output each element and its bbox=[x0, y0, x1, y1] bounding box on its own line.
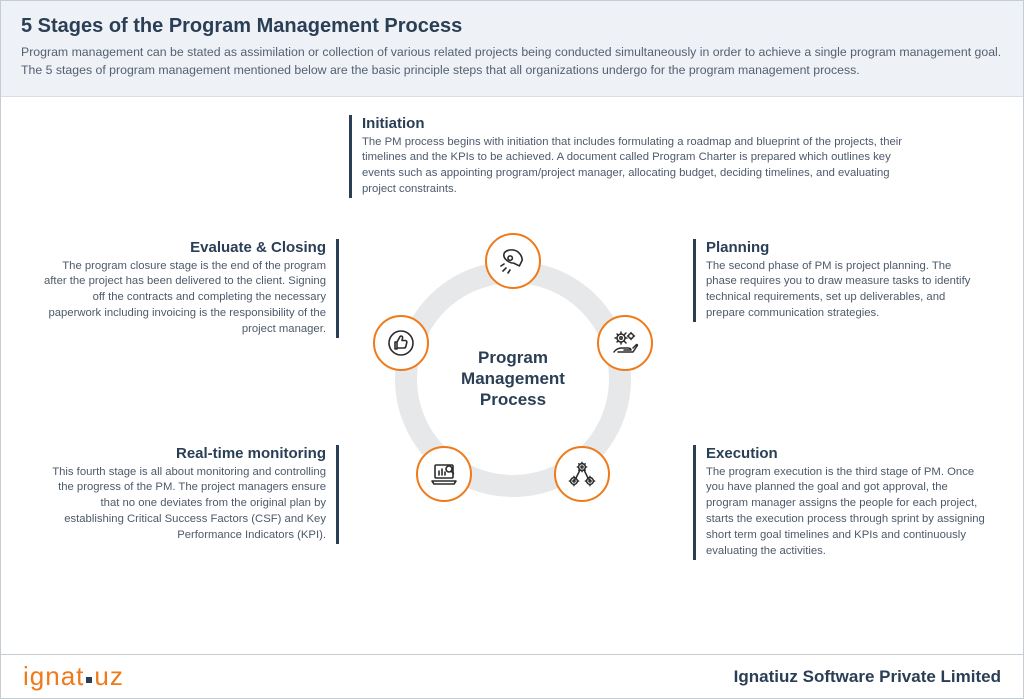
gear-flow-icon bbox=[567, 459, 597, 489]
stage-execution: Execution The program execution is the t… bbox=[693, 445, 993, 560]
logo-dot-icon bbox=[86, 677, 92, 683]
stage-body: The program closure stage is the end of … bbox=[39, 259, 326, 338]
stage-title: Evaluate & Closing bbox=[39, 239, 326, 256]
rocket-icon bbox=[498, 246, 528, 276]
logo-text-left: ignat bbox=[23, 661, 84, 692]
stage-title: Planning bbox=[706, 239, 983, 256]
stage-title: Real-time monitoring bbox=[39, 445, 326, 462]
stage-planning: Planning The second phase of PM is proje… bbox=[693, 239, 983, 322]
logo: ignat uz bbox=[23, 661, 124, 692]
stage-body: The second phase of PM is project planni… bbox=[706, 259, 983, 322]
stage-initiation: Initiation The PM process begins with in… bbox=[349, 115, 909, 198]
footer: ignat uz Ignatiuz Software Private Limit… bbox=[1, 654, 1023, 698]
company-name: Ignatiuz Software Private Limited bbox=[734, 667, 1001, 687]
page-description: Program management can be stated as assi… bbox=[21, 44, 1003, 80]
stage-body: The program execution is the third stage… bbox=[706, 465, 993, 560]
stage-body: This fourth stage is all about monitorin… bbox=[39, 465, 326, 544]
node-monitoring bbox=[416, 446, 472, 502]
page-title: 5 Stages of the Program Management Proce… bbox=[21, 15, 1003, 38]
stage-body: The PM process begins with initiation th… bbox=[362, 135, 909, 198]
header: 5 Stages of the Program Management Proce… bbox=[1, 1, 1023, 97]
gears-hand-icon bbox=[610, 328, 640, 358]
diagram-area: Program Management Process bbox=[1, 97, 1023, 637]
node-planning bbox=[597, 315, 653, 371]
stage-title: Execution bbox=[706, 445, 993, 462]
laptop-chart-icon bbox=[429, 459, 459, 489]
stage-monitoring: Real-time monitoring This fourth stage i… bbox=[39, 445, 339, 544]
node-initiation bbox=[485, 233, 541, 289]
node-closing bbox=[373, 315, 429, 371]
stage-title: Initiation bbox=[362, 115, 909, 132]
center-label: Program Management Process bbox=[438, 347, 588, 411]
stage-closing: Evaluate & Closing The program closure s… bbox=[39, 239, 339, 338]
logo-text-right: uz bbox=[94, 661, 123, 692]
node-execution bbox=[554, 446, 610, 502]
thumbs-up-badge-icon bbox=[386, 328, 416, 358]
